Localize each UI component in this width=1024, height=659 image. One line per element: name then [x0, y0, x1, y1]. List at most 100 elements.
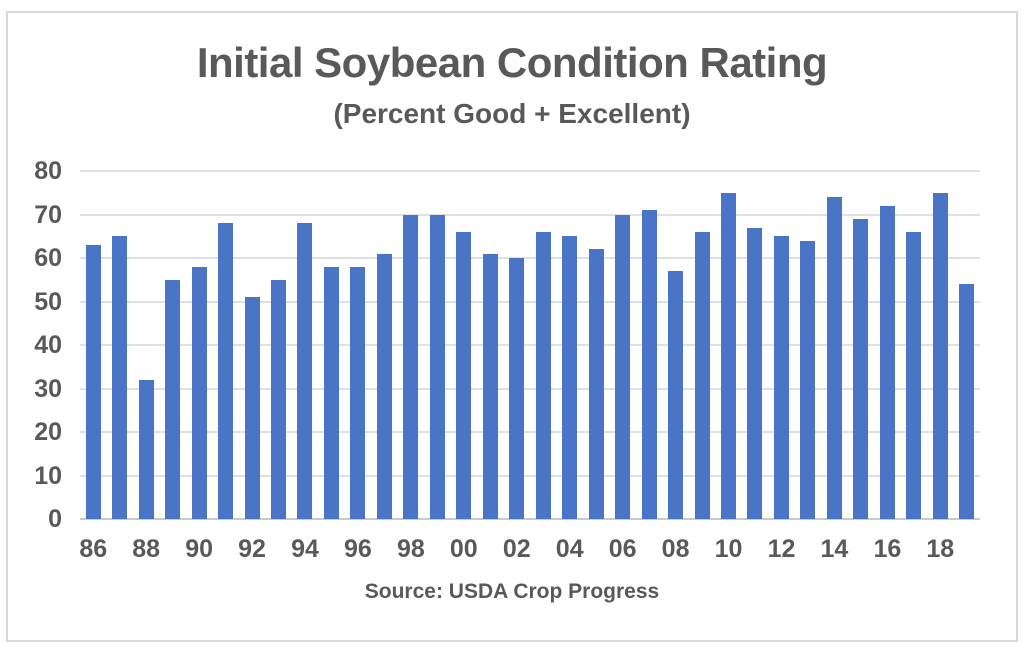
bar-slot-16 — [874, 171, 900, 519]
bar-12 — [773, 236, 789, 519]
y-tick-label-40: 40 — [34, 331, 62, 359]
source-caption: Source: USDA Crop Progress — [364, 580, 660, 603]
bar-13 — [800, 240, 816, 519]
x-axis-labels: 86 88 90 92 94 96 98 00 02 04 06 08 10 12 14 16 18 — [79, 535, 980, 567]
y-tick-label-80: 80 — [34, 157, 62, 185]
bar-slot-86 — [80, 171, 106, 519]
bar-slot-87 — [106, 171, 132, 519]
x-tick-label-96: 96 — [344, 535, 372, 563]
bar-04 — [562, 236, 578, 519]
bar-slot-18 — [927, 171, 953, 519]
bar-slot-10 — [715, 171, 741, 519]
bar-slot-08 — [662, 171, 688, 519]
x-tick-label-00: 00 — [449, 535, 478, 563]
y-tick-label-30: 30 — [34, 374, 62, 403]
bar-slot-89 — [159, 171, 185, 519]
x-tick-label-10: 10 — [714, 535, 743, 563]
bar-91 — [218, 223, 234, 519]
chart-title: Initial Soybean Condition Rating — [196, 39, 828, 86]
bar-01 — [482, 253, 498, 519]
x-tick-label-14: 14 — [820, 535, 849, 563]
x-axis-line — [80, 518, 980, 520]
gridline-30 — [80, 387, 980, 390]
bar-slot-17 — [901, 171, 927, 519]
bar-slot-99 — [424, 171, 450, 519]
x-tick-label-88: 88 — [132, 535, 161, 563]
x-tick-label-98: 98 — [396, 535, 425, 563]
bar-slot-90 — [186, 171, 212, 519]
gridline-40 — [80, 344, 980, 346]
bar-slot-97 — [371, 171, 397, 519]
y-tick-label-70: 70 — [34, 200, 62, 229]
bar-15 — [853, 218, 869, 519]
x-tick-label-12: 12 — [767, 535, 796, 563]
plot-area — [80, 170, 980, 520]
x-tick-label-08: 08 — [661, 535, 690, 563]
x-tick-label-92: 92 — [238, 535, 266, 563]
y-tick-label-50: 50 — [34, 287, 62, 316]
bar-11 — [747, 227, 763, 519]
bar-95 — [323, 266, 339, 519]
bar-slot-09 — [689, 171, 715, 519]
bar-86 — [85, 244, 101, 519]
bar-93 — [271, 279, 287, 519]
bar-slot-15 — [848, 171, 874, 519]
y-tick-label-20: 20 — [34, 418, 62, 446]
bar-05 — [588, 249, 604, 519]
bar-16 — [879, 205, 895, 519]
bar-slot-19 — [953, 171, 979, 519]
bar-94 — [297, 223, 313, 519]
bar-slot-06 — [609, 171, 635, 519]
bar-slot-96 — [345, 171, 371, 519]
bar-slot-07 — [636, 171, 662, 519]
bar-88 — [138, 379, 154, 519]
bar-slot-02 — [504, 171, 530, 519]
x-tick-label-86: 86 — [79, 535, 108, 563]
gridline-50 — [80, 300, 980, 303]
bar-06 — [615, 214, 631, 519]
bar-slot-93 — [265, 171, 291, 519]
y-axis-labels: 0 10 20 30 40 50 60 70 80 — [8, 158, 62, 532]
bar-19 — [959, 284, 975, 519]
y-tick-label-60: 60 — [34, 244, 62, 272]
x-tick-label-06: 06 — [608, 535, 637, 563]
x-tick-label-90: 90 — [185, 535, 214, 563]
chart-frame: Initial Soybean Condition Rating (Percen… — [6, 11, 1018, 642]
y-tick-label-10: 10 — [34, 461, 62, 490]
gridlines — [80, 170, 980, 520]
bar-slot-98 — [398, 171, 424, 519]
x-tick-label-02: 02 — [502, 535, 531, 563]
gridline-70 — [80, 213, 980, 216]
bar-97 — [376, 253, 392, 519]
bar-slot-94 — [292, 171, 318, 519]
bar-17 — [906, 231, 922, 519]
x-tick-label-16: 16 — [873, 535, 902, 563]
gridline-10 — [80, 474, 980, 477]
bar-18 — [932, 192, 948, 519]
y-tick-label-0: 0 — [48, 505, 62, 533]
bar-00 — [456, 231, 472, 519]
chart-subtitle: (Percent Good + Excellent) — [333, 98, 691, 129]
bar-slot-11 — [742, 171, 768, 519]
bar-slot-88 — [133, 171, 159, 519]
bar-slot-01 — [477, 171, 503, 519]
x-tick-label-04: 04 — [555, 535, 584, 563]
bar-03 — [535, 231, 551, 519]
bar-slot-00 — [451, 171, 477, 519]
bar-96 — [350, 266, 366, 519]
bar-slot-13 — [795, 171, 821, 519]
bar-slot-14 — [821, 171, 847, 519]
bar-slot-03 — [530, 171, 556, 519]
bar-92 — [244, 297, 260, 519]
bar-99 — [429, 214, 445, 519]
bar-slot-12 — [768, 171, 794, 519]
x-tick-label-94: 94 — [291, 535, 319, 563]
bar-slot-95 — [318, 171, 344, 519]
bar-07 — [641, 210, 657, 519]
bar-02 — [509, 258, 525, 519]
bar-series — [80, 171, 980, 519]
bar-90 — [191, 266, 207, 519]
gridline-60 — [80, 257, 980, 259]
bar-87 — [112, 236, 128, 519]
